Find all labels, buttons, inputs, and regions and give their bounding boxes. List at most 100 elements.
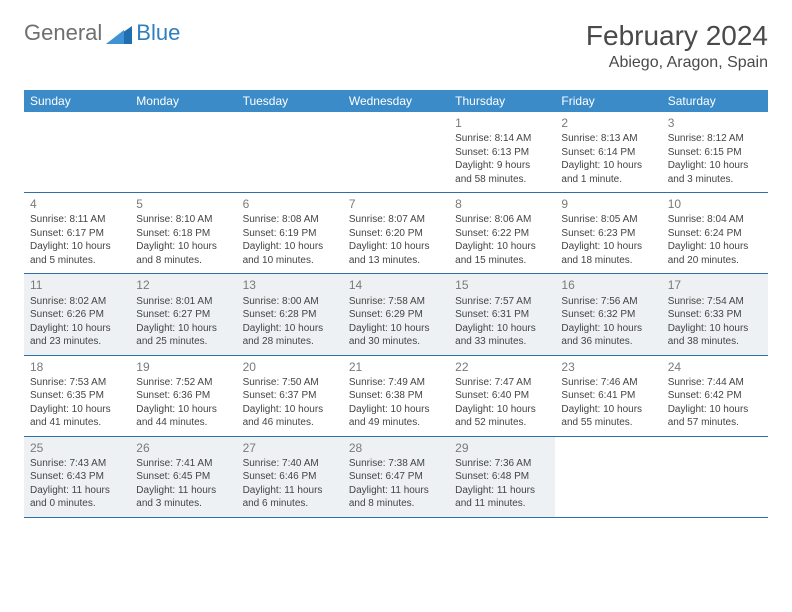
sunrise-text: Sunrise: 8:14 AM: [455, 132, 549, 146]
sunset-text: Sunset: 6:28 PM: [243, 308, 337, 322]
day-number: 18: [30, 359, 124, 375]
sunrise-text: Sunrise: 8:01 AM: [136, 295, 230, 309]
day-cell: 20Sunrise: 7:50 AMSunset: 6:37 PMDayligh…: [237, 356, 343, 436]
sunrise-text: Sunrise: 7:43 AM: [30, 457, 124, 471]
sunrise-text: Sunrise: 8:12 AM: [668, 132, 762, 146]
sunrise-text: Sunrise: 7:57 AM: [455, 295, 549, 309]
title-block: February 2024 Abiego, Aragon, Spain: [586, 20, 768, 72]
day-cell: [343, 112, 449, 192]
daylight-text: Daylight: 10 hours and 49 minutes.: [349, 403, 443, 430]
day-cell: 2Sunrise: 8:13 AMSunset: 6:14 PMDaylight…: [555, 112, 661, 192]
daylight-text: Daylight: 10 hours and 25 minutes.: [136, 322, 230, 349]
logo: General Blue: [24, 20, 180, 46]
daylight-text: Daylight: 10 hours and 30 minutes.: [349, 322, 443, 349]
sunset-text: Sunset: 6:48 PM: [455, 470, 549, 484]
day-cell: [24, 112, 130, 192]
day-cell: 7Sunrise: 8:07 AMSunset: 6:20 PMDaylight…: [343, 193, 449, 273]
sunrise-text: Sunrise: 8:00 AM: [243, 295, 337, 309]
day-cell: 16Sunrise: 7:56 AMSunset: 6:32 PMDayligh…: [555, 274, 661, 354]
day-cell: 27Sunrise: 7:40 AMSunset: 6:46 PMDayligh…: [237, 437, 343, 517]
sunset-text: Sunset: 6:27 PM: [136, 308, 230, 322]
sunrise-text: Sunrise: 8:02 AM: [30, 295, 124, 309]
sunrise-text: Sunrise: 8:06 AM: [455, 213, 549, 227]
day-number: 15: [455, 277, 549, 293]
location-label: Abiego, Aragon, Spain: [586, 54, 768, 72]
day-number: 25: [30, 440, 124, 456]
day-header: Sunday: [24, 90, 130, 112]
day-cell: 15Sunrise: 7:57 AMSunset: 6:31 PMDayligh…: [449, 274, 555, 354]
daylight-text: Daylight: 10 hours and 3 minutes.: [668, 159, 762, 186]
day-cell: 10Sunrise: 8:04 AMSunset: 6:24 PMDayligh…: [662, 193, 768, 273]
day-header: Wednesday: [343, 90, 449, 112]
day-cell: 25Sunrise: 7:43 AMSunset: 6:43 PMDayligh…: [24, 437, 130, 517]
day-cell: 14Sunrise: 7:58 AMSunset: 6:29 PMDayligh…: [343, 274, 449, 354]
day-cell: 22Sunrise: 7:47 AMSunset: 6:40 PMDayligh…: [449, 356, 555, 436]
day-number: 9: [561, 196, 655, 212]
sunset-text: Sunset: 6:35 PM: [30, 389, 124, 403]
week-row: 4Sunrise: 8:11 AMSunset: 6:17 PMDaylight…: [24, 193, 768, 274]
day-cell: 6Sunrise: 8:08 AMSunset: 6:19 PMDaylight…: [237, 193, 343, 273]
day-number: 2: [561, 115, 655, 131]
calendar: SundayMondayTuesdayWednesdayThursdayFrid…: [24, 90, 768, 518]
daylight-text: Daylight: 10 hours and 52 minutes.: [455, 403, 549, 430]
sunset-text: Sunset: 6:19 PM: [243, 227, 337, 241]
daylight-text: Daylight: 10 hours and 8 minutes.: [136, 240, 230, 267]
sunset-text: Sunset: 6:37 PM: [243, 389, 337, 403]
sunset-text: Sunset: 6:45 PM: [136, 470, 230, 484]
daylight-text: Daylight: 10 hours and 23 minutes.: [30, 322, 124, 349]
sunset-text: Sunset: 6:29 PM: [349, 308, 443, 322]
sunset-text: Sunset: 6:13 PM: [455, 146, 549, 160]
week-row: 25Sunrise: 7:43 AMSunset: 6:43 PM Dayligh…: [24, 437, 768, 518]
day-cell: 11Sunrise: 8:02 AMSunset: 6:26 PMDayligh…: [24, 274, 130, 354]
day-cell: 17Sunrise: 7:54 AMSunset: 6:33 PMDayligh…: [662, 274, 768, 354]
sunset-text: Sunset: 6:22 PM: [455, 227, 549, 241]
day-number: 23: [561, 359, 655, 375]
sunrise-text: Sunrise: 7:56 AM: [561, 295, 655, 309]
sunrise-text: Sunrise: 8:10 AM: [136, 213, 230, 227]
day-cell: 21Sunrise: 7:49 AMSunset: 6:38 PMDayligh…: [343, 356, 449, 436]
week-row: 18Sunrise: 7:53 AMSunset: 6:35 PM Dayligh…: [24, 356, 768, 437]
day-cell: 23Sunrise: 7:46 AMSunset: 6:41 PMDayligh…: [555, 356, 661, 436]
sunset-text: Sunset: 6:43 PM: [30, 470, 124, 484]
day-headers-row: SundayMondayTuesdayWednesdayThursdayFrid…: [24, 90, 768, 112]
day-number: 5: [136, 196, 230, 212]
sunrise-text: Sunrise: 7:58 AM: [349, 295, 443, 309]
day-cell: 24Sunrise: 7:44 AMSunset: 6:42 PMDayligh…: [662, 356, 768, 436]
day-number: 1: [455, 115, 549, 131]
sunset-text: Sunset: 6:18 PM: [136, 227, 230, 241]
daylight-text: Daylight: 10 hours and 10 minutes.: [243, 240, 337, 267]
daylight-text: Daylight: 10 hours and 36 minutes.: [561, 322, 655, 349]
page-title: February 2024: [586, 20, 768, 52]
day-header: Saturday: [662, 90, 768, 112]
sunrise-text: Sunrise: 7:54 AM: [668, 295, 762, 309]
sunset-text: Sunset: 6:41 PM: [561, 389, 655, 403]
day-cell: 12Sunrise: 8:01 AMSunset: 6:27 PMDayligh…: [130, 274, 236, 354]
sunset-text: Sunset: 6:24 PM: [668, 227, 762, 241]
daylight-text: Daylight: 11 hours and 11 minutes.: [455, 484, 549, 511]
day-header: Thursday: [449, 90, 555, 112]
daylight-text: Daylight: 10 hours and 46 minutes.: [243, 403, 337, 430]
day-cell: 13Sunrise: 8:00 AMSunset: 6:28 PMDayligh…: [237, 274, 343, 354]
daylight-text: Daylight: 11 hours and 3 minutes.: [136, 484, 230, 511]
daylight-text: Daylight: 10 hours and 33 minutes.: [455, 322, 549, 349]
day-header: Tuesday: [237, 90, 343, 112]
sunrise-text: Sunrise: 7:50 AM: [243, 376, 337, 390]
day-number: 17: [668, 277, 762, 293]
daylight-text: Daylight: 10 hours and 1 minute.: [561, 159, 655, 186]
sunset-text: Sunset: 6:47 PM: [349, 470, 443, 484]
sunset-text: Sunset: 6:26 PM: [30, 308, 124, 322]
sunrise-text: Sunrise: 8:11 AM: [30, 213, 124, 227]
day-cell: 4Sunrise: 8:11 AMSunset: 6:17 PMDaylight…: [24, 193, 130, 273]
logo-triangle-icon: [106, 22, 132, 44]
sunset-text: Sunset: 6:42 PM: [668, 389, 762, 403]
day-cell: 9Sunrise: 8:05 AMSunset: 6:23 PMDaylight…: [555, 193, 661, 273]
calendar-body: 1Sunrise: 8:14 AMSunset: 6:13 PM Daylight…: [24, 112, 768, 518]
sunrise-text: Sunrise: 7:53 AM: [30, 376, 124, 390]
sunrise-text: Sunrise: 8:08 AM: [243, 213, 337, 227]
sunset-text: Sunset: 6:15 PM: [668, 146, 762, 160]
sunrise-text: Sunrise: 7:52 AM: [136, 376, 230, 390]
sunrise-text: Sunrise: 7:36 AM: [455, 457, 549, 471]
sunset-text: Sunset: 6:23 PM: [561, 227, 655, 241]
sunrise-text: Sunrise: 8:05 AM: [561, 213, 655, 227]
sunrise-text: Sunrise: 8:04 AM: [668, 213, 762, 227]
